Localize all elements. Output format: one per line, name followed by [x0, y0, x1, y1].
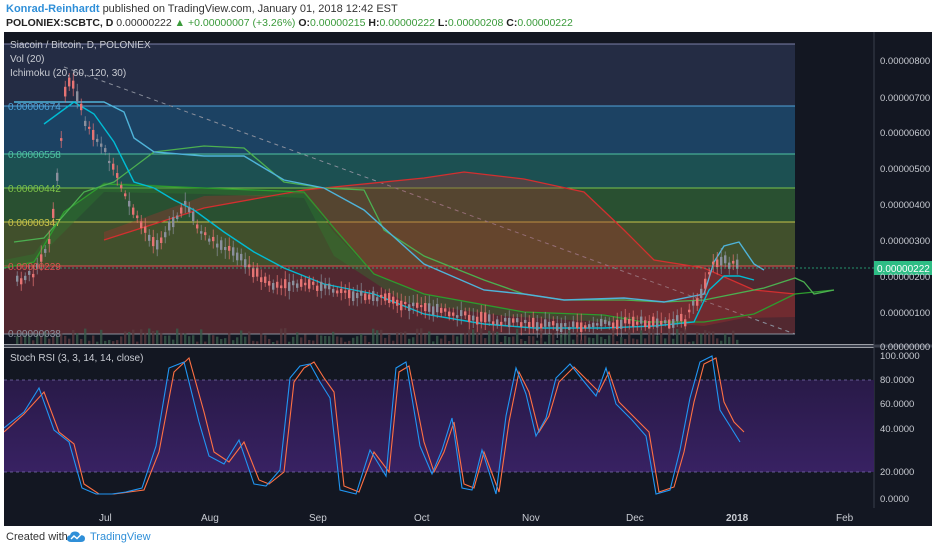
time-label: 2018	[726, 513, 749, 524]
senkou-span-a-line	[3, 183, 835, 323]
created-with-text: Created with	[6, 531, 68, 543]
time-label: Jul	[99, 513, 112, 524]
low-value: 0.00000208	[447, 17, 504, 29]
time-label: Feb	[836, 513, 854, 524]
fib-label-2: 0.00000558	[8, 150, 61, 161]
price-tick: 0.00000400	[880, 200, 930, 211]
price-tick: 0.00000200	[880, 272, 930, 283]
stoch-tick: 80.0000	[880, 375, 914, 386]
time-label: Nov	[522, 513, 540, 524]
price-tick: 0.00000800	[880, 56, 930, 67]
trend-line[interactable]	[63, 66, 796, 335]
chart-canvas[interactable]: 0.00000222 0.00000674 0.00000558 0.00000…	[3, 32, 932, 526]
tradingview-cloud-icon[interactable]	[66, 530, 86, 544]
price-tick: 0.00000600	[880, 128, 930, 139]
stoch-legend[interactable]: Stoch RSI (3, 3, 14, 14, close)	[10, 353, 143, 364]
price-tick: 0.00000100	[880, 308, 930, 319]
symbol-label: POLONIEX:SCBTC, D	[6, 17, 114, 29]
chikou-span-line	[13, 145, 835, 303]
open-label: O:	[298, 17, 311, 29]
tradingview-brand[interactable]: TradingView	[90, 531, 151, 543]
high-label: H:	[368, 17, 380, 29]
last-price: 0.00000222	[116, 17, 172, 29]
stoch-d-line	[3, 356, 745, 495]
ichimoku-cloud-bearish	[104, 172, 795, 326]
close-value: 0.00000222	[517, 17, 573, 29]
main-legend-symbol[interactable]: Siacoin / Bitcoin, D, POLONIEX	[10, 40, 151, 51]
close-label: C:	[506, 17, 518, 29]
footer: Created with TradingView	[0, 526, 932, 550]
stoch-tick: 20.0000	[880, 467, 914, 478]
low-label: L:	[437, 17, 448, 29]
change-value: +0.00000007 (+3.26%)	[188, 17, 296, 29]
stoch-tick: 40.0000	[880, 424, 914, 435]
up-arrow-icon: ▲	[174, 17, 186, 29]
main-legend-ichimoku[interactable]: Ichimoku (20, 60, 120, 30)	[10, 68, 126, 79]
chart-area[interactable]: 0.00000222 0.00000674 0.00000558 0.00000…	[3, 32, 932, 526]
published-text: published on TradingView.com, January 01…	[102, 3, 398, 15]
author-link[interactable]: Konrad-Reinhardt	[6, 3, 100, 15]
time-axis-labels: Jul Aug Sep Oct Nov Dec 2018 Feb	[99, 513, 854, 524]
stoch-k-line	[3, 355, 741, 495]
last-price-tag-text: 0.00000222	[877, 264, 930, 275]
ohlc-line: POLONIEX:SCBTC, D 0.00000222 ▲ +0.000000…	[6, 17, 573, 29]
publish-info: Konrad-Reinhardt published on TradingVie…	[6, 3, 398, 15]
price-tick: 0.00000700	[880, 93, 930, 104]
main-legend-volume[interactable]: Vol (20)	[10, 54, 44, 65]
high-value: 0.00000222	[379, 17, 435, 29]
price-tick: 0.00000000	[880, 342, 930, 353]
tenkan-sen-line	[43, 101, 755, 329]
price-scale-labels: 0.00000800 0.00000700 0.00000600 0.00000…	[880, 56, 930, 353]
fib-retracement	[4, 43, 796, 335]
time-label: Dec	[626, 513, 644, 524]
time-label: Sep	[309, 513, 327, 524]
volume-bars	[16, 328, 739, 344]
stoch-tick: 100.0000	[880, 351, 920, 362]
time-label: Aug	[201, 513, 219, 524]
price-tick: 0.00000500	[880, 164, 930, 175]
fib-label-3: 0.00000442	[8, 184, 61, 195]
fib-label-1: 0.00000674	[8, 102, 61, 113]
chart-header: Konrad-Reinhardt published on TradingVie…	[0, 0, 932, 32]
stoch-scale-labels: 100.0000 80.0000 60.0000 40.0000 20.0000…	[880, 351, 920, 505]
last-price-tag	[874, 261, 932, 275]
price-tick: 0.00000300	[880, 236, 930, 247]
fib-label-5: 0.00000229	[8, 262, 61, 273]
time-label: Oct	[414, 513, 430, 524]
senkou-span-b-line	[103, 171, 796, 295]
open-value: 0.00000215	[310, 17, 366, 29]
fib-label-4: 0.00000347	[8, 218, 61, 229]
price-candles[interactable]	[16, 73, 739, 341]
time-scale[interactable]	[4, 508, 932, 526]
stoch-tick: 60.0000	[880, 399, 914, 410]
fib-label-6: 0.00000038	[8, 329, 61, 340]
stoch-tick: 0.0000	[880, 494, 909, 505]
